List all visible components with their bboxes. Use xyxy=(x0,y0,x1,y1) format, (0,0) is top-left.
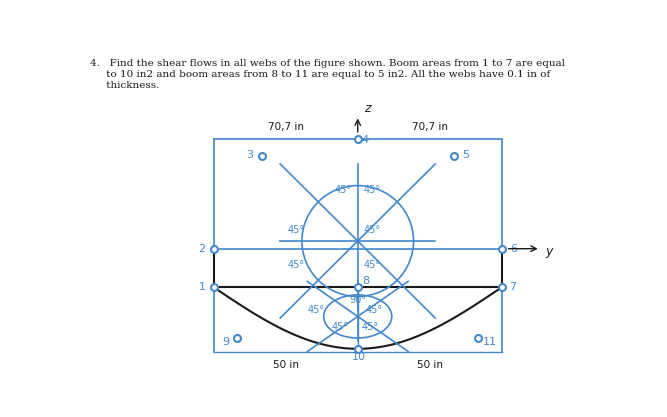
Text: 3: 3 xyxy=(246,150,253,160)
Text: 2: 2 xyxy=(198,244,205,254)
Text: thickness.: thickness. xyxy=(89,81,159,90)
Text: 70,7 in: 70,7 in xyxy=(412,123,448,133)
Text: 8: 8 xyxy=(362,276,369,286)
Text: 4: 4 xyxy=(362,135,369,145)
Text: 45°: 45° xyxy=(364,260,381,270)
Text: 45°: 45° xyxy=(288,260,305,270)
Text: 5: 5 xyxy=(462,150,470,160)
Text: 4.   Find the shear flows in all webs of the figure shown. Boom areas from 1 to : 4. Find the shear flows in all webs of t… xyxy=(89,59,564,68)
Text: 45°: 45° xyxy=(366,304,383,314)
Text: 70,7 in: 70,7 in xyxy=(267,123,303,133)
Text: 45°: 45° xyxy=(364,225,381,235)
Text: 45°: 45° xyxy=(331,322,348,332)
Text: to 10 in2 and boom areas from 8 to 11 are equal to 5 in2. All the webs have 0.1 : to 10 in2 and boom areas from 8 to 11 ar… xyxy=(89,70,550,79)
Text: 45°: 45° xyxy=(308,304,325,314)
Text: 50 in: 50 in xyxy=(273,359,299,369)
Text: 9: 9 xyxy=(222,337,229,347)
Text: 50 in: 50 in xyxy=(417,359,443,369)
Text: 45°: 45° xyxy=(362,322,379,332)
Text: 1: 1 xyxy=(199,282,205,292)
Text: 45°: 45° xyxy=(364,185,381,195)
Text: 45°: 45° xyxy=(334,185,352,195)
Text: 7: 7 xyxy=(509,282,516,292)
Text: y: y xyxy=(546,245,553,258)
Text: 6: 6 xyxy=(510,244,517,254)
Text: 45°: 45° xyxy=(288,225,305,235)
Text: z: z xyxy=(364,103,370,116)
Text: 90°: 90° xyxy=(350,294,366,304)
Text: 11: 11 xyxy=(483,337,497,347)
Text: 10: 10 xyxy=(352,352,366,362)
